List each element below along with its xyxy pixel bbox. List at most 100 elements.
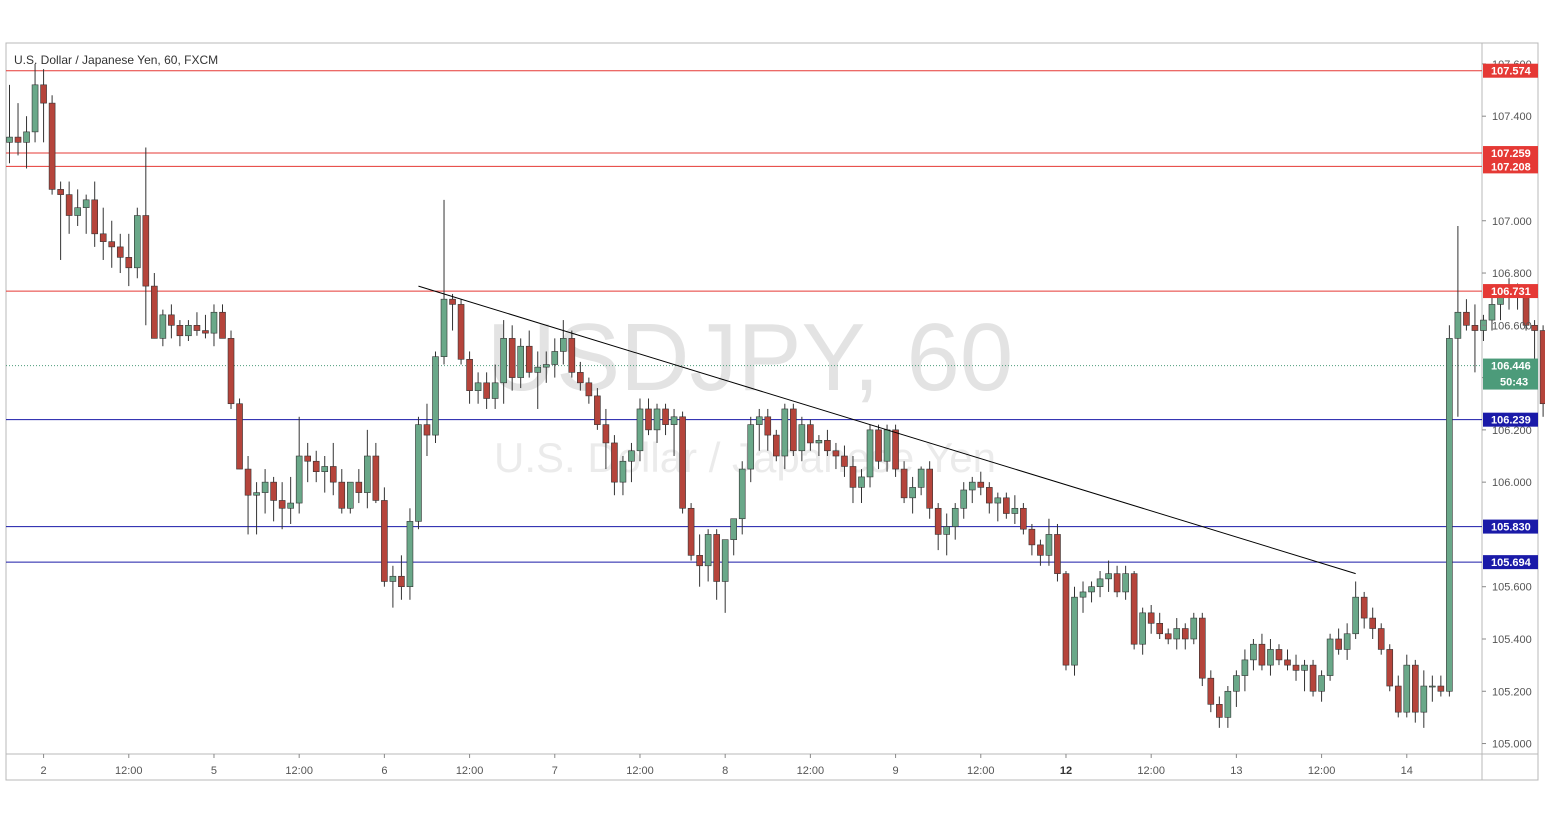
candle-body-up <box>859 477 865 487</box>
candle-body-down <box>841 456 847 466</box>
candle-body-up <box>262 482 268 492</box>
candle-body-down <box>1361 597 1367 618</box>
candle-body-up <box>1097 579 1103 587</box>
candle-body-up <box>748 425 754 469</box>
candle-body-down <box>1208 678 1214 704</box>
candle-body-up <box>1089 587 1095 592</box>
candle-body-up <box>543 365 549 368</box>
candle-body-down <box>1310 665 1316 691</box>
candle-body-down <box>1293 665 1299 670</box>
candle-body-up <box>799 425 805 451</box>
candle-body-up <box>296 456 302 503</box>
candle <box>134 208 140 279</box>
candle-body-up <box>441 299 447 357</box>
candle-body-down <box>603 425 609 443</box>
chart-title: U.S. Dollar / Japanese Yen, 60, FXCM <box>14 53 218 67</box>
time-tick-label: 12:00 <box>285 765 313 777</box>
candle-body-up <box>83 200 89 208</box>
candle-body-down <box>569 338 575 372</box>
candle-body-up <box>1242 660 1248 676</box>
candle-body-up <box>134 216 140 268</box>
level-label: 107.259 <box>1491 148 1531 160</box>
candle-body-down <box>271 482 277 500</box>
candle-body-down <box>901 469 907 498</box>
candle-body-up <box>24 132 30 142</box>
price-tick-label: 106.800 <box>1492 268 1532 280</box>
candle-body-up <box>347 482 353 508</box>
level-label: 106.731 <box>1491 286 1531 298</box>
candle <box>1540 325 1545 416</box>
candle-body-down <box>228 338 234 403</box>
candle-body-up <box>1404 665 1410 712</box>
candle-body-up <box>952 508 958 526</box>
candle-body-down <box>15 137 21 142</box>
candle-body-up <box>654 409 660 430</box>
price-tick-label: 106.000 <box>1492 477 1532 489</box>
candle-body-up <box>731 519 737 540</box>
candle-body-up <box>1012 508 1018 513</box>
candle-body-down <box>833 451 839 456</box>
candle-body-down <box>1285 660 1291 665</box>
price-tick-label: 105.600 <box>1492 582 1532 594</box>
candle <box>1327 634 1333 681</box>
time-tick-label: 12:00 <box>456 765 484 777</box>
candle <box>381 487 387 586</box>
candle-body-down <box>526 346 532 372</box>
candle-body-up <box>884 430 890 461</box>
candle <box>1199 613 1205 686</box>
candle-body-up <box>867 430 873 477</box>
candle-body-down <box>1063 574 1069 665</box>
time-tick-label: 12:00 <box>967 765 995 777</box>
candle-body-down <box>765 417 771 435</box>
candle-body-down <box>1532 325 1538 330</box>
level-label: 105.830 <box>1491 522 1531 534</box>
candle-body-down <box>1438 686 1444 691</box>
candle-body-up <box>1250 644 1256 660</box>
candle-body-up <box>1140 613 1146 644</box>
candle-body-up <box>1421 686 1427 712</box>
candle-body-down <box>424 425 430 435</box>
candle-body-down <box>876 430 882 461</box>
candle-body-down <box>1165 634 1171 639</box>
candle-body-up <box>1489 304 1495 320</box>
candle-body-down <box>986 487 992 503</box>
candle-body-up <box>7 137 13 142</box>
candle-body-down <box>168 315 174 325</box>
candle <box>1063 571 1069 670</box>
candle-body-up <box>1106 574 1112 579</box>
candle-body-up <box>185 325 191 335</box>
candle <box>49 95 55 194</box>
candle-body-down <box>279 500 285 508</box>
candle-body-down <box>1370 618 1376 628</box>
candle-body-down <box>381 500 387 581</box>
countdown-label: 50:43 <box>1500 377 1528 389</box>
candle-body-down <box>177 325 183 335</box>
level-label: 106.239 <box>1491 415 1531 427</box>
candle-body-down <box>688 508 694 555</box>
candle-body-down <box>1378 629 1384 650</box>
level-label: 105.694 <box>1491 557 1532 569</box>
candle-body-up <box>75 208 81 216</box>
level-label: 107.208 <box>1491 161 1531 173</box>
candle-body-up <box>1072 597 1078 665</box>
candle <box>1446 325 1452 696</box>
candle-body-down <box>92 200 98 234</box>
candle-body-up <box>1344 634 1350 650</box>
candle-body-down <box>1216 704 1222 717</box>
candle-body-up <box>705 534 711 565</box>
candle <box>415 417 421 529</box>
candle-body-down <box>1131 574 1137 645</box>
candle-body-up <box>501 338 507 382</box>
candle-body-up <box>322 466 328 471</box>
candle-body-down <box>58 189 64 194</box>
candle <box>1310 660 1316 697</box>
candle-body-down <box>509 338 515 377</box>
candle <box>433 351 439 442</box>
candle-body-up <box>415 425 421 522</box>
candle-body-down <box>66 195 72 216</box>
candle <box>680 412 686 514</box>
candle-body-up <box>969 482 975 490</box>
candle-body-down <box>41 85 47 103</box>
candle-body-down <box>790 409 796 451</box>
